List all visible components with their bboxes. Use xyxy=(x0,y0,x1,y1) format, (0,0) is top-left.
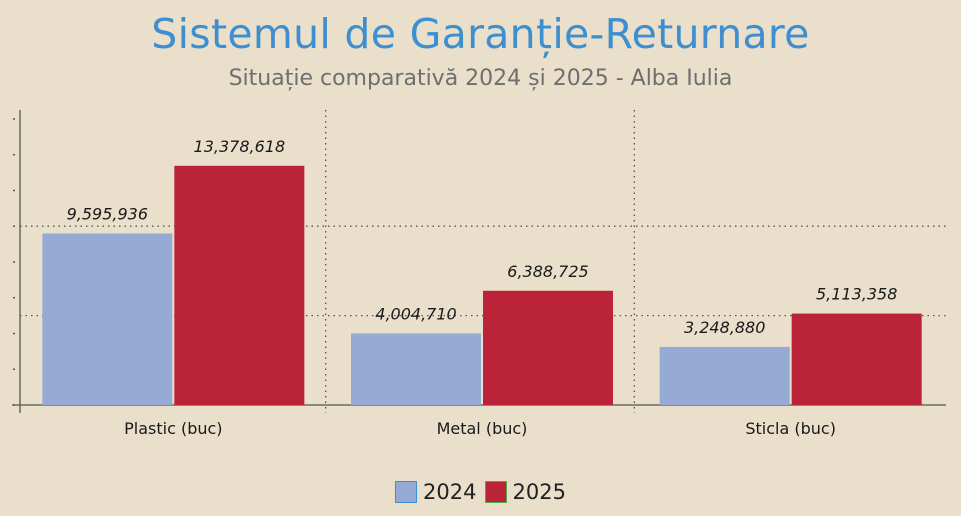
chart-subtitle: Situație comparativă 2024 și 2025 - Alba… xyxy=(228,66,733,91)
legend-label-2025: 2025 xyxy=(512,480,566,504)
data-label-2025: 5,113,358 xyxy=(816,285,897,304)
data-label-2024: 4,004,710 xyxy=(375,304,456,323)
legend-label-2024: 2024 xyxy=(423,480,477,504)
data-label-2024: 9,595,936 xyxy=(67,204,148,223)
bar-2024 xyxy=(351,333,481,405)
data-label-2024: 3,248,880 xyxy=(684,318,765,337)
legend: 2024 2025 xyxy=(0,480,961,504)
x-tick-label: Sticla (buc) xyxy=(745,419,836,438)
x-tick-label: Plastic (buc) xyxy=(124,419,222,438)
chart-title: Sistemul de Garanție-Returnare xyxy=(151,10,810,58)
bar-2025 xyxy=(174,165,305,405)
legend-swatch-2025 xyxy=(484,481,507,503)
bar-2024 xyxy=(659,346,790,405)
bar-2024 xyxy=(42,233,173,405)
data-label-2025: 6,388,725 xyxy=(507,262,588,281)
x-tick-label: Metal (buc) xyxy=(437,419,528,438)
legend-item-2025: 2025 xyxy=(484,480,566,504)
legend-item-2024: 2024 xyxy=(395,480,477,504)
legend-swatch-2024 xyxy=(395,481,418,503)
data-label-2025: 13,378,618 xyxy=(194,137,286,156)
bar-2025 xyxy=(483,290,613,405)
bar-2025 xyxy=(791,313,922,405)
